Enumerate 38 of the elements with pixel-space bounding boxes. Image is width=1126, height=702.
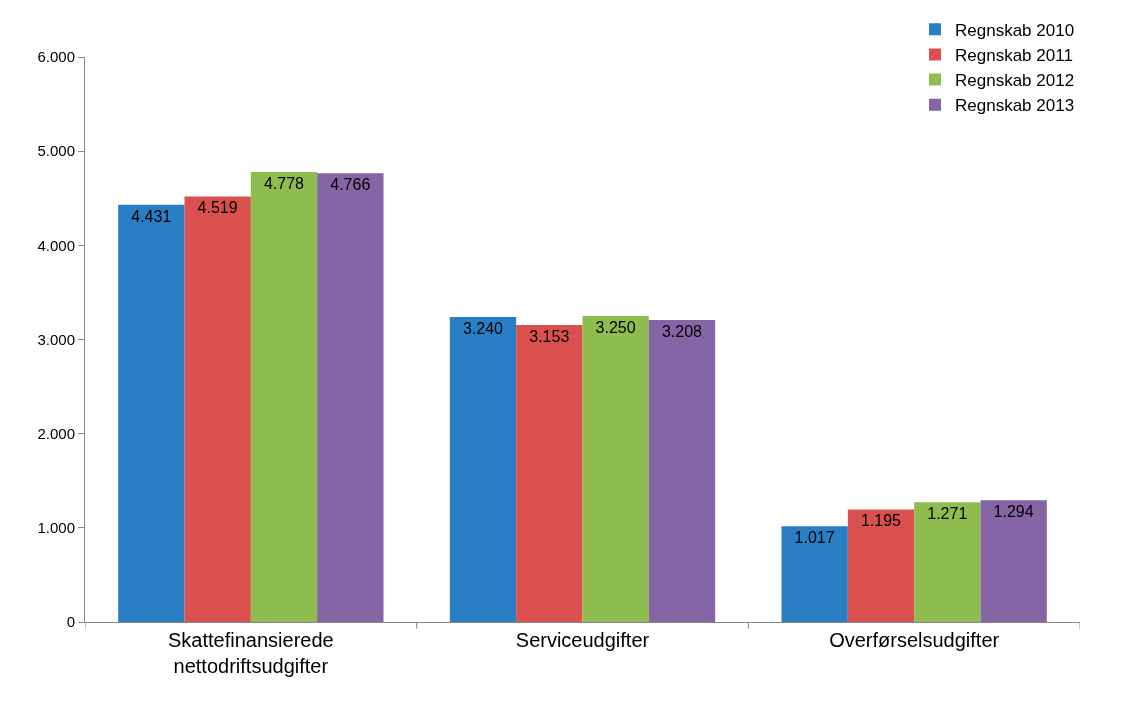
- bar: [847, 509, 915, 622]
- bar: [914, 502, 981, 622]
- y-tick-label: 5.000: [37, 142, 75, 160]
- legend-label: Regnskab 2013: [955, 96, 1075, 116]
- bar: [980, 500, 1047, 622]
- data-label: 1.294: [993, 503, 1034, 521]
- x-tick-label: Serviceudgifter: [515, 629, 650, 651]
- y-tick-label: 1.000: [37, 519, 75, 537]
- x-tick-label: Skattefinansierede nettodriftsudgifter: [167, 629, 334, 677]
- data-label: 3.240: [462, 319, 504, 337]
- bar: [184, 196, 251, 622]
- legend-label: Regnskab 2012: [955, 71, 1075, 91]
- y-tick-label: 3.000: [37, 330, 75, 348]
- data-label: 4.519: [197, 199, 238, 217]
- data-label: 3.153: [529, 328, 570, 346]
- y-tick-label: 4.000: [37, 236, 75, 254]
- bar: [118, 204, 185, 622]
- data-label: 4.778: [263, 175, 305, 193]
- x-tick-label: Overførselsudgifter: [829, 629, 1000, 651]
- data-label: 1.017: [794, 529, 835, 547]
- data-label: 1.195: [860, 512, 902, 530]
- bar: [449, 316, 517, 622]
- bar: [317, 173, 384, 622]
- y-tick-label: 2.000: [37, 424, 75, 442]
- legend-label: Regnskab 2010: [955, 20, 1075, 40]
- bar: [516, 325, 583, 622]
- bar: [250, 172, 318, 622]
- bar: [781, 526, 848, 622]
- y-tick-label: 6.000: [37, 48, 75, 66]
- data-label: 1.271: [927, 505, 968, 523]
- y-tick-label: 0: [66, 613, 75, 631]
- data-label: 4.766: [330, 176, 371, 194]
- legend-label: Regnskab 2011: [955, 46, 1073, 66]
- data-label: 3.208: [661, 322, 703, 340]
- data-label: 4.431: [131, 207, 172, 225]
- bar: [582, 315, 649, 622]
- bar: [648, 319, 716, 622]
- data-label: 3.250: [595, 318, 636, 336]
